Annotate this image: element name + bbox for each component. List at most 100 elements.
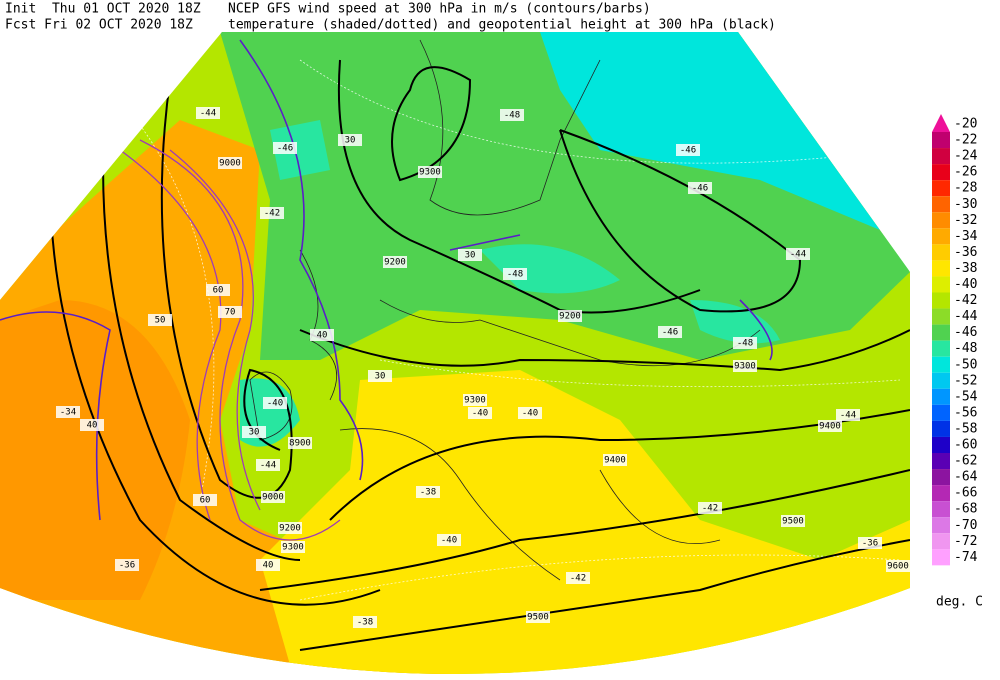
colorbar-swatch — [932, 164, 950, 181]
label-box — [218, 157, 242, 169]
contour-label: -40 — [267, 399, 283, 409]
colorbar-swatch — [932, 212, 950, 229]
contour-label: 9300 — [282, 543, 304, 553]
label-box — [80, 419, 104, 431]
label-box — [418, 166, 442, 178]
colorbar-unit: deg. C — [936, 595, 983, 610]
label-box — [698, 502, 722, 514]
label-box — [526, 611, 550, 623]
colorbar-swatch — [932, 372, 950, 389]
colorbar-label: -20 — [954, 117, 977, 132]
contour-label: 70 — [225, 308, 236, 318]
label-box — [310, 329, 334, 341]
contour-label: -44 — [200, 109, 216, 119]
colorbar-label: -54 — [954, 389, 978, 404]
contour-label: 30 — [345, 136, 356, 146]
label-box — [193, 494, 217, 506]
colorbar-label: -58 — [954, 421, 977, 436]
colorbar-label: -56 — [954, 405, 977, 420]
colorbar-label: -38 — [954, 261, 977, 276]
contour-label: -36 — [119, 561, 135, 571]
label-box — [468, 407, 492, 419]
label-box — [416, 486, 440, 498]
colorbar-swatch — [932, 420, 950, 437]
label-box — [463, 394, 487, 406]
contour-label: -46 — [692, 184, 708, 194]
isotherm — [119, 59, 901, 601]
colorbar-label: -32 — [954, 213, 977, 228]
label-box — [353, 616, 377, 628]
label-box — [278, 522, 302, 534]
label-box — [368, 370, 392, 382]
contour-label: 30 — [249, 428, 260, 438]
label-box — [733, 337, 757, 349]
label-box — [338, 134, 362, 146]
colorbar-swatch — [932, 308, 950, 325]
contour-label: 9500 — [527, 613, 549, 623]
contour-label: 9300 — [464, 396, 486, 406]
colorbar-swatch — [932, 340, 950, 357]
colorbar-label: -24 — [954, 149, 978, 164]
contour-label: -40 — [522, 409, 538, 419]
wind-contour — [239, 39, 364, 481]
colorbar: -20-22-24-26-28-30-32-34-36-38-40-42-44-… — [932, 114, 978, 566]
contour-label: 9000 — [219, 159, 241, 169]
colorbar-label: -70 — [954, 518, 977, 533]
wind-contour — [0, 311, 111, 521]
label-box — [818, 420, 842, 432]
colorbar-swatch — [932, 228, 950, 245]
contour-label: -44 — [840, 411, 856, 421]
label-box — [500, 109, 524, 121]
contour-label: -48 — [507, 270, 523, 280]
wind-contour — [449, 234, 773, 361]
colorbar-label: -28 — [954, 181, 977, 196]
contour-label: -34 — [60, 408, 76, 418]
colorbar-label: -30 — [954, 197, 977, 212]
label-box — [242, 426, 266, 438]
contour-label: 30 — [375, 372, 386, 382]
contour-label: -48 — [504, 111, 520, 121]
colorbar-swatch — [932, 292, 950, 309]
colorbar-swatch — [932, 356, 950, 373]
contour-label: -40 — [441, 536, 457, 546]
colorbar-swatch — [932, 453, 950, 470]
height-contour — [299, 539, 910, 651]
colorbar-label: -66 — [954, 486, 977, 501]
colorbar-label: -72 — [954, 534, 977, 549]
label-box — [676, 144, 700, 156]
label-box — [458, 249, 482, 261]
label-box — [196, 107, 220, 119]
colorbar-swatch — [932, 549, 950, 566]
contour-label: 40 — [317, 331, 328, 341]
label-box — [281, 541, 305, 553]
contour-label: -38 — [420, 488, 436, 498]
label-box — [261, 491, 285, 503]
temperature-shading — [0, 300, 190, 600]
height-contour — [391, 66, 472, 182]
colorbar-label: -46 — [954, 325, 977, 340]
contour-label: -40 — [472, 409, 488, 419]
temperature-shading — [540, 32, 910, 272]
label-box — [437, 534, 461, 546]
colorbar-swatch — [932, 276, 950, 293]
temperature-shading — [260, 370, 910, 674]
contour-label: 40 — [263, 561, 274, 571]
colorbar-label: -50 — [954, 357, 977, 372]
label-box — [288, 437, 312, 449]
contour-label: -46 — [680, 146, 696, 156]
colorbar-label: -42 — [954, 293, 977, 308]
colorbar-swatch — [932, 196, 950, 213]
contour-label: 9400 — [819, 422, 841, 432]
label-box — [256, 559, 280, 571]
label-box — [56, 406, 80, 418]
colorbar-label: -74 — [954, 550, 978, 565]
label-box — [566, 572, 590, 584]
label-box — [518, 407, 542, 419]
contour-label: 60 — [200, 496, 211, 506]
height-contour — [329, 409, 910, 521]
colorbar-swatch — [932, 180, 950, 197]
contour-label: 9000 — [262, 493, 284, 503]
height-contour — [259, 469, 910, 591]
contour-label: -44 — [790, 250, 806, 260]
